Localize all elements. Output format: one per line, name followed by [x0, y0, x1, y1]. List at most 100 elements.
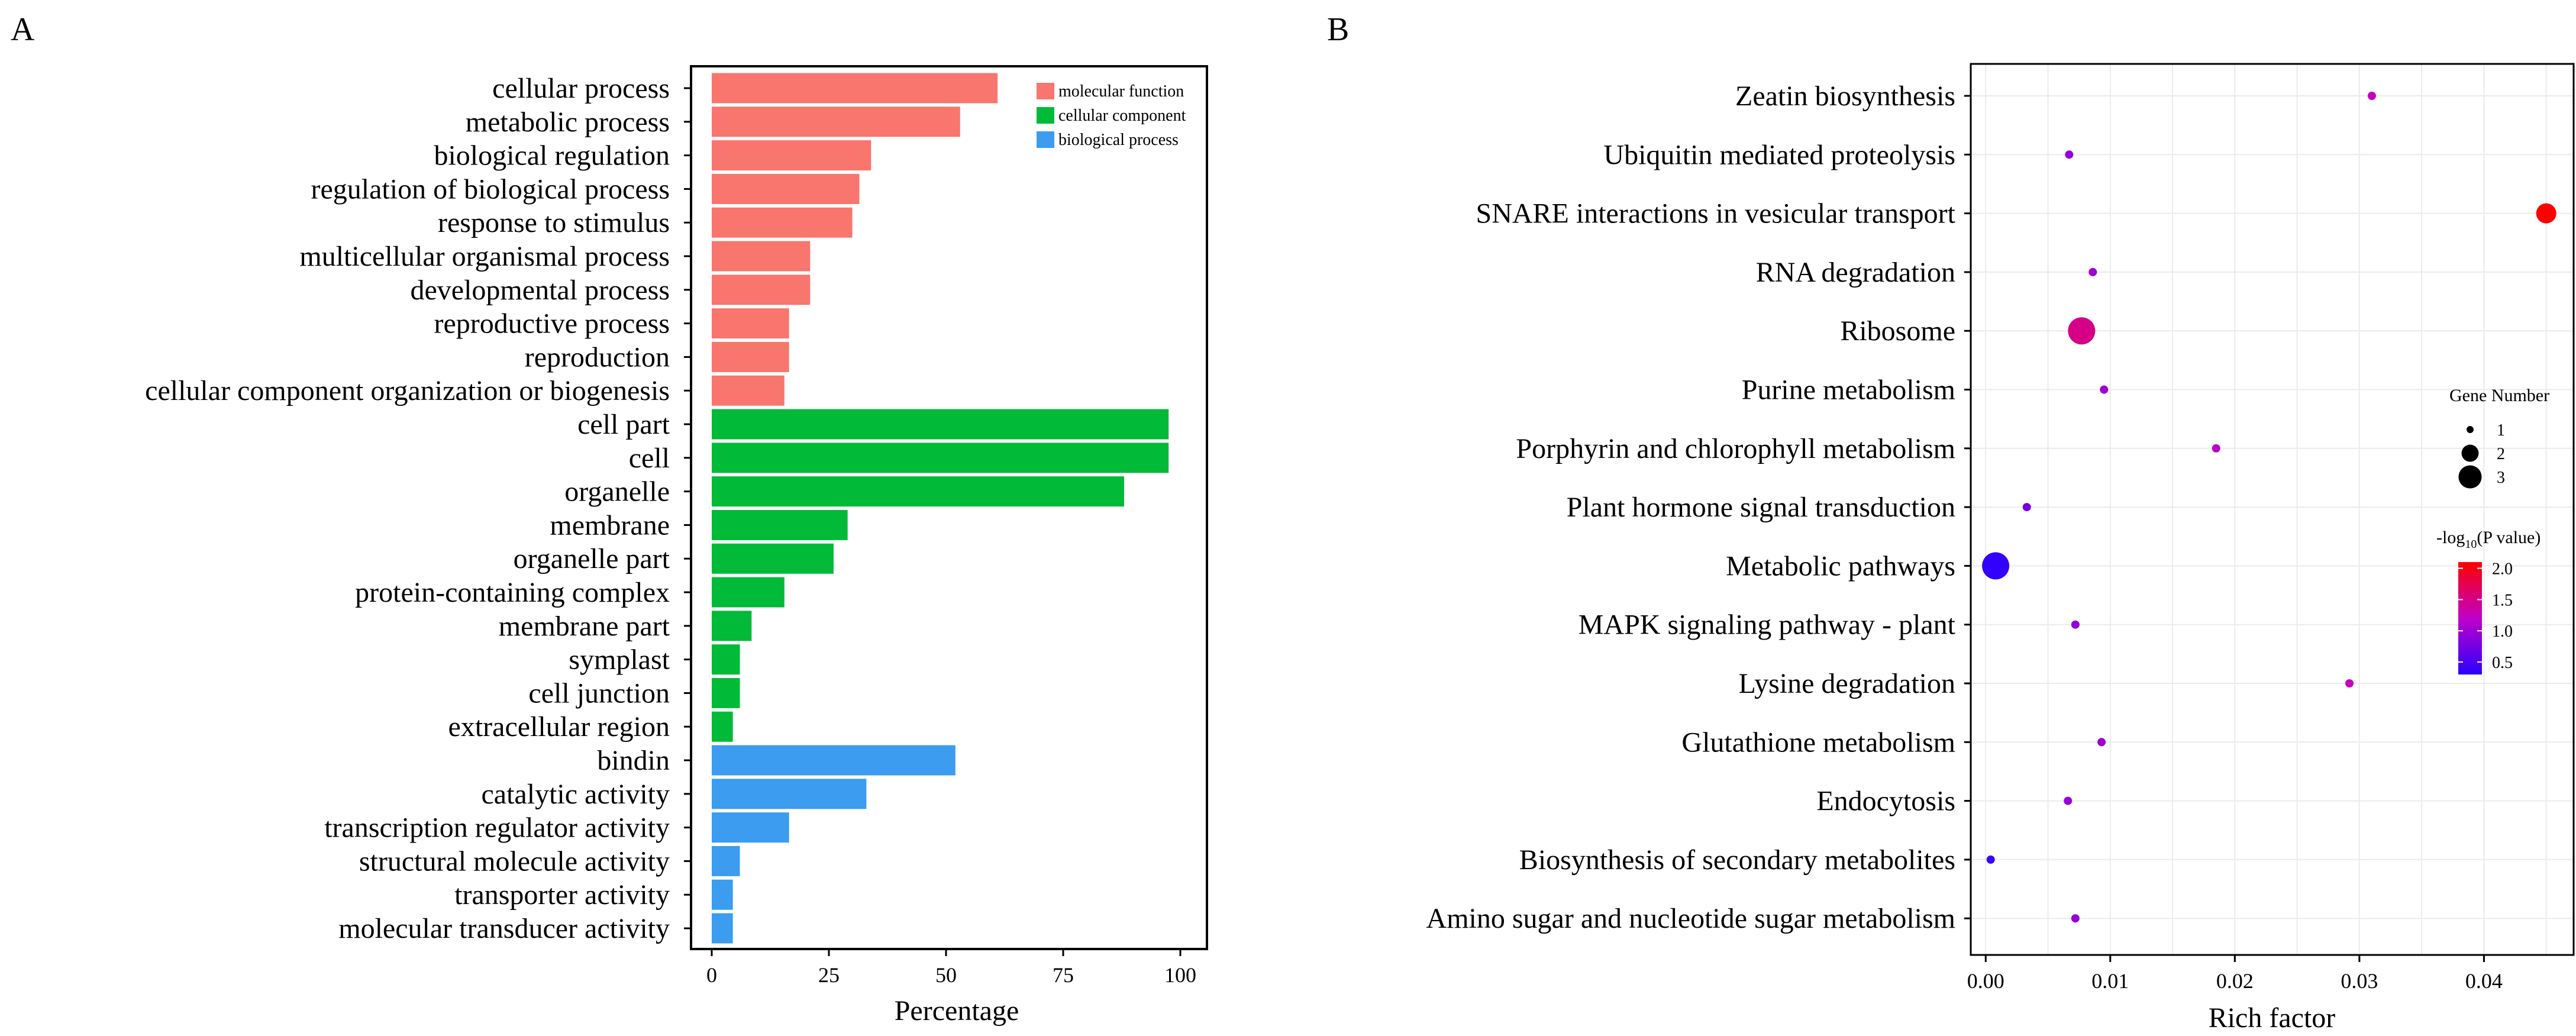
go-bar — [712, 409, 1169, 440]
go-category-label: metabolic process — [466, 106, 670, 138]
go-category-label: extracellular region — [448, 711, 670, 743]
kegg-point — [1986, 855, 1995, 864]
go-legend-swatch — [1037, 131, 1054, 148]
kegg-x-tick-label: 0.00 — [1967, 969, 2004, 993]
go-bars — [712, 73, 1169, 944]
go-bar — [712, 241, 811, 272]
kegg-pathway-labels: Zeatin biosynthesis Ubiquitin mediated pr… — [1426, 80, 1971, 934]
go-bar — [712, 509, 848, 540]
go-category-label: catalytic activity — [481, 779, 670, 810]
go-bar — [712, 879, 733, 910]
go-category-label: cell part — [577, 409, 670, 440]
kegg-point — [2536, 203, 2556, 224]
pvalue-colorbar-tick-label: 0.5 — [2492, 654, 2513, 672]
go-category-label: transporter activity — [454, 879, 670, 911]
go-bar — [712, 913, 733, 944]
go-bar — [712, 812, 789, 843]
kegg-pathway-label: Lysine degradation — [1738, 668, 1955, 699]
go-bar — [712, 308, 789, 339]
go-bar — [712, 173, 860, 204]
go-x-tick-label: 50 — [935, 963, 957, 987]
kegg-point — [2100, 385, 2109, 394]
go-x-tick-label: 100 — [1164, 963, 1196, 987]
go-bar — [712, 207, 853, 238]
kegg-pathway-label: Amino sugar and nucleotide sugar metabol… — [1426, 903, 1955, 934]
kegg-pathway-label: Glutathione metabolism — [1681, 727, 1955, 758]
go-bar — [712, 375, 785, 406]
go-legend-label: biological process — [1058, 131, 1179, 149]
go-category-label: multicellular organismal process — [299, 241, 670, 272]
go-legend-swatch — [1037, 83, 1054, 99]
kegg-pathway-label: Endocytosis — [1816, 786, 1955, 817]
kegg-point — [2064, 796, 2073, 805]
go-category-label: reproductive process — [434, 308, 670, 340]
go-category-label: developmental process — [410, 275, 670, 306]
go-bar — [712, 443, 1169, 473]
go-category-label: membrane part — [499, 611, 670, 642]
pvalue-legend: -log10(P value) 2.0 1.5 1.0 0.5 — [2436, 528, 2541, 674]
panel-b-letter: B — [1327, 11, 1349, 48]
go-x-tick-label: 0 — [706, 963, 717, 987]
kegg-pathway-label: Purine metabolism — [1742, 375, 1955, 406]
go-legend-label: molecular function — [1058, 82, 1184, 101]
pvalue-colorbar-tick-label: 1.5 — [2492, 591, 2513, 609]
pvalue-legend-title-sub: 10 — [2465, 538, 2477, 551]
go-bar — [712, 677, 740, 708]
kegg-point — [2071, 620, 2080, 629]
go-category-label: transcription regulator activity — [324, 812, 670, 844]
pvalue-colorbar — [2458, 562, 2482, 674]
go-bar — [712, 611, 752, 641]
kegg-points — [1982, 92, 2556, 923]
kegg-point — [2068, 317, 2096, 345]
kegg-point — [2022, 503, 2031, 512]
kegg-point — [2071, 914, 2080, 923]
go-bar — [712, 73, 998, 104]
go-bar — [712, 543, 834, 574]
kegg-pathway-label: Plant hormone signal transduction — [1567, 492, 1955, 523]
go-category-label: cell — [629, 443, 670, 474]
kegg-pathway-label: SNARE interactions in vesicular transpor… — [1476, 198, 1956, 230]
kegg-pathway-label: Ribosome — [1840, 315, 1955, 347]
kegg-point — [2065, 150, 2074, 159]
kegg-pathway-label: Metabolic pathways — [1726, 550, 1955, 582]
go-category-label: response to stimulus — [438, 207, 670, 238]
gene-number-legend-entries: 1 2 3 — [2458, 421, 2505, 489]
go-category-label: organelle — [564, 476, 670, 508]
pvalue-colorbar-ticks: 2.0 1.5 1.0 0.5 — [2458, 560, 2513, 672]
go-category-label: symplast — [569, 644, 670, 676]
go-bar — [712, 845, 740, 876]
gene-number-legend-label: 3 — [2497, 469, 2505, 487]
pvalue-colorbar-tick-label: 2.0 — [2492, 560, 2513, 579]
kegg-x-axis-label: Rich factor — [2209, 1002, 2336, 1034]
go-plot-frame — [690, 65, 1208, 950]
go-bar — [712, 476, 1124, 507]
go-bar — [712, 106, 960, 137]
go-bar — [712, 644, 740, 675]
go-category-label: cellular component organization or bioge… — [145, 375, 670, 406]
gene-number-legend: Gene Number 1 2 3 — [2449, 386, 2549, 489]
go-legend: molecular function cellular component biol… — [1037, 82, 1186, 149]
go-category-label: cell junction — [528, 677, 670, 709]
gene-number-legend-dot — [2458, 465, 2482, 489]
pvalue-legend-title-prefix: -log — [2436, 528, 2465, 547]
kegg-point — [2345, 679, 2354, 688]
kegg-grid — [1971, 64, 2574, 955]
kegg-point — [2097, 738, 2106, 747]
go-bar — [712, 275, 811, 305]
go-category-label: protein-containing complex — [355, 577, 670, 608]
kegg-x-tick-label: 0.02 — [2216, 969, 2254, 993]
go-bar — [712, 341, 789, 372]
pvalue-colorbar-tick-label: 1.0 — [2492, 622, 2513, 641]
kegg-x-axis: 0.00 0.01 0.02 0.03 0.04 — [1967, 955, 2503, 993]
kegg-pathway-label: Porphyrin and chlorophyll metabolism — [1516, 433, 1955, 464]
pvalue-legend-title: -log10(P value) — [2436, 528, 2541, 551]
kegg-x-tick-label: 0.01 — [2091, 969, 2129, 993]
kegg-pathway-label: Zeatin biosynthesis — [1735, 80, 1955, 112]
go-x-tick-label: 25 — [818, 963, 840, 987]
go-category-label: structural molecule activity — [359, 845, 670, 877]
go-legend-swatch — [1037, 107, 1054, 124]
kegg-point — [2367, 92, 2376, 100]
go-category-label: cellular process — [492, 73, 670, 104]
